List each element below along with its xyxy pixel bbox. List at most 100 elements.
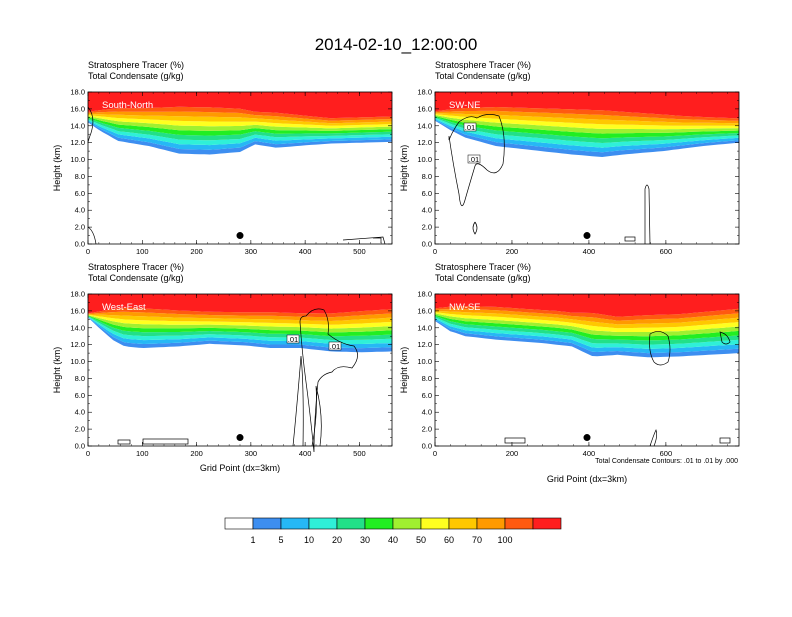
- contour-line: [299, 308, 358, 453]
- tracer-band-11: [88, 294, 392, 314]
- tracer-band-3: [435, 317, 739, 349]
- tracer-band-9: [88, 111, 392, 124]
- panel-label: NW-SE: [449, 302, 481, 313]
- panels-group: Stratosphere Tracer (%)Total Condensate …: [52, 60, 740, 484]
- y-tick-label: 2.0: [422, 223, 432, 232]
- y-tick-label: 10.0: [417, 155, 432, 164]
- colorbar-swatch: [504, 517, 534, 530]
- tracer-band-10: [435, 107, 739, 121]
- tracer-band-2: [435, 118, 739, 153]
- colorbar-label: 5: [278, 535, 283, 545]
- colorbar-swatch: [532, 517, 562, 530]
- tracer-band-4: [435, 116, 739, 143]
- tracer-band-5: [88, 117, 392, 136]
- y-axis-label: Height (km): [52, 145, 62, 192]
- tracer-band-1: [435, 319, 739, 358]
- tracer-band-8: [88, 114, 392, 126]
- y-tick-label: 2.0: [75, 425, 85, 434]
- condensate-contours: [504, 331, 731, 447]
- contour-label-text: .01: [288, 335, 298, 344]
- contour-line: [342, 236, 386, 245]
- figure-title: 2014-02-10_12:00:00: [315, 35, 478, 54]
- panel-west-east: Stratosphere Tracer (%)Total Condensate …: [52, 262, 393, 473]
- tracer-band-5: [435, 314, 739, 341]
- colorbar-label: 40: [388, 535, 398, 545]
- location-marker: [236, 434, 244, 442]
- panel-header-tracer: Stratosphere Tracer (%): [88, 60, 184, 70]
- contour-line: [472, 221, 478, 235]
- x-tick-label: 300: [245, 247, 258, 256]
- panel-label: South-North: [102, 100, 153, 111]
- x-tick-label: 200: [190, 449, 203, 458]
- contour-line: [649, 429, 658, 447]
- y-tick-label: 14.0: [417, 121, 432, 130]
- tracer-band-9: [88, 311, 392, 321]
- x-axis-label: Grid Point (dx=3km): [200, 463, 280, 473]
- tracer-band-7: [435, 114, 739, 130]
- tracer-band-7: [88, 115, 392, 129]
- tracer-band-10: [435, 306, 739, 321]
- colorbar-swatch: [476, 517, 506, 530]
- tracer-band-2: [435, 318, 739, 354]
- colorbar-swatch: [364, 517, 394, 530]
- panel-header-condensate: Total Condensate (g/kg): [88, 71, 184, 81]
- y-tick-label: 8.0: [422, 374, 432, 383]
- y-tick-label: 18.0: [417, 290, 432, 299]
- y-tick-label: 18.0: [417, 88, 432, 97]
- tracer-band-5: [435, 116, 739, 139]
- panel-header-tracer: Stratosphere Tracer (%): [435, 60, 531, 70]
- contour-label-text: .01: [465, 123, 475, 132]
- panel-header-tracer: Stratosphere Tracer (%): [435, 262, 531, 272]
- y-tick-label: 12.0: [70, 340, 85, 349]
- panel-header-condensate: Total Condensate (g/kg): [435, 273, 531, 283]
- tracer-band-1: [435, 119, 739, 157]
- contour-line: [624, 236, 636, 242]
- contour-label: .01: [286, 334, 300, 344]
- tracer-band-10: [88, 308, 392, 318]
- y-tick-label: 12.0: [70, 138, 85, 147]
- condensate-contours: [117, 308, 358, 453]
- y-tick-label: 12.0: [417, 340, 432, 349]
- y-tick-label: 14.0: [70, 323, 85, 332]
- x-tick-label: 100: [136, 247, 149, 256]
- contour-line: [649, 331, 671, 366]
- x-tick-label: 400: [583, 247, 596, 256]
- y-tick-label: 12.0: [417, 138, 432, 147]
- y-tick-label: 8.0: [422, 172, 432, 181]
- y-tick-label: 8.0: [75, 172, 85, 181]
- colorbar-swatch: [308, 517, 338, 530]
- contour-label-text: .01: [469, 155, 479, 164]
- x-tick-label: 400: [583, 449, 596, 458]
- tracer-band-3: [88, 316, 392, 344]
- tracer-band-7: [435, 312, 739, 332]
- y-tick-label: 4.0: [75, 408, 85, 417]
- tracer-band-8: [435, 113, 739, 126]
- tracer-band-1: [88, 121, 392, 155]
- contour-label-box: [463, 122, 477, 132]
- contour-label-box: [328, 341, 342, 351]
- y-tick-label: 0.0: [422, 240, 432, 249]
- panel-nw-se: Stratosphere Tracer (%)Total Condensate …: [399, 262, 740, 484]
- contour-line: [448, 114, 505, 207]
- y-tick-label: 0.0: [422, 442, 432, 451]
- y-tick-label: 16.0: [70, 104, 85, 113]
- contour-line: [87, 226, 97, 245]
- x-axis-label: Grid Point (dx=3km): [547, 474, 627, 484]
- colorbar-label: 100: [497, 535, 512, 545]
- contour-line: [719, 437, 731, 444]
- condensate-contours: [448, 114, 651, 245]
- tracer-band-6: [88, 315, 392, 333]
- tracer-band-4: [88, 118, 392, 141]
- contour-label-box: [467, 154, 481, 164]
- contour-note: Total Condensate Contours: .01 to .01 by…: [595, 458, 738, 465]
- y-tick-label: 2.0: [75, 223, 85, 232]
- tracer-band-6: [88, 116, 392, 131]
- y-tick-label: 18.0: [70, 88, 85, 97]
- colorbar-swatch: [336, 517, 366, 530]
- colorbar-swatch: [280, 517, 310, 530]
- x-tick-label: 0: [433, 247, 437, 256]
- colorbar-label: 30: [360, 535, 370, 545]
- colorbar-label: 50: [416, 535, 426, 545]
- tracer-band-11: [88, 92, 392, 119]
